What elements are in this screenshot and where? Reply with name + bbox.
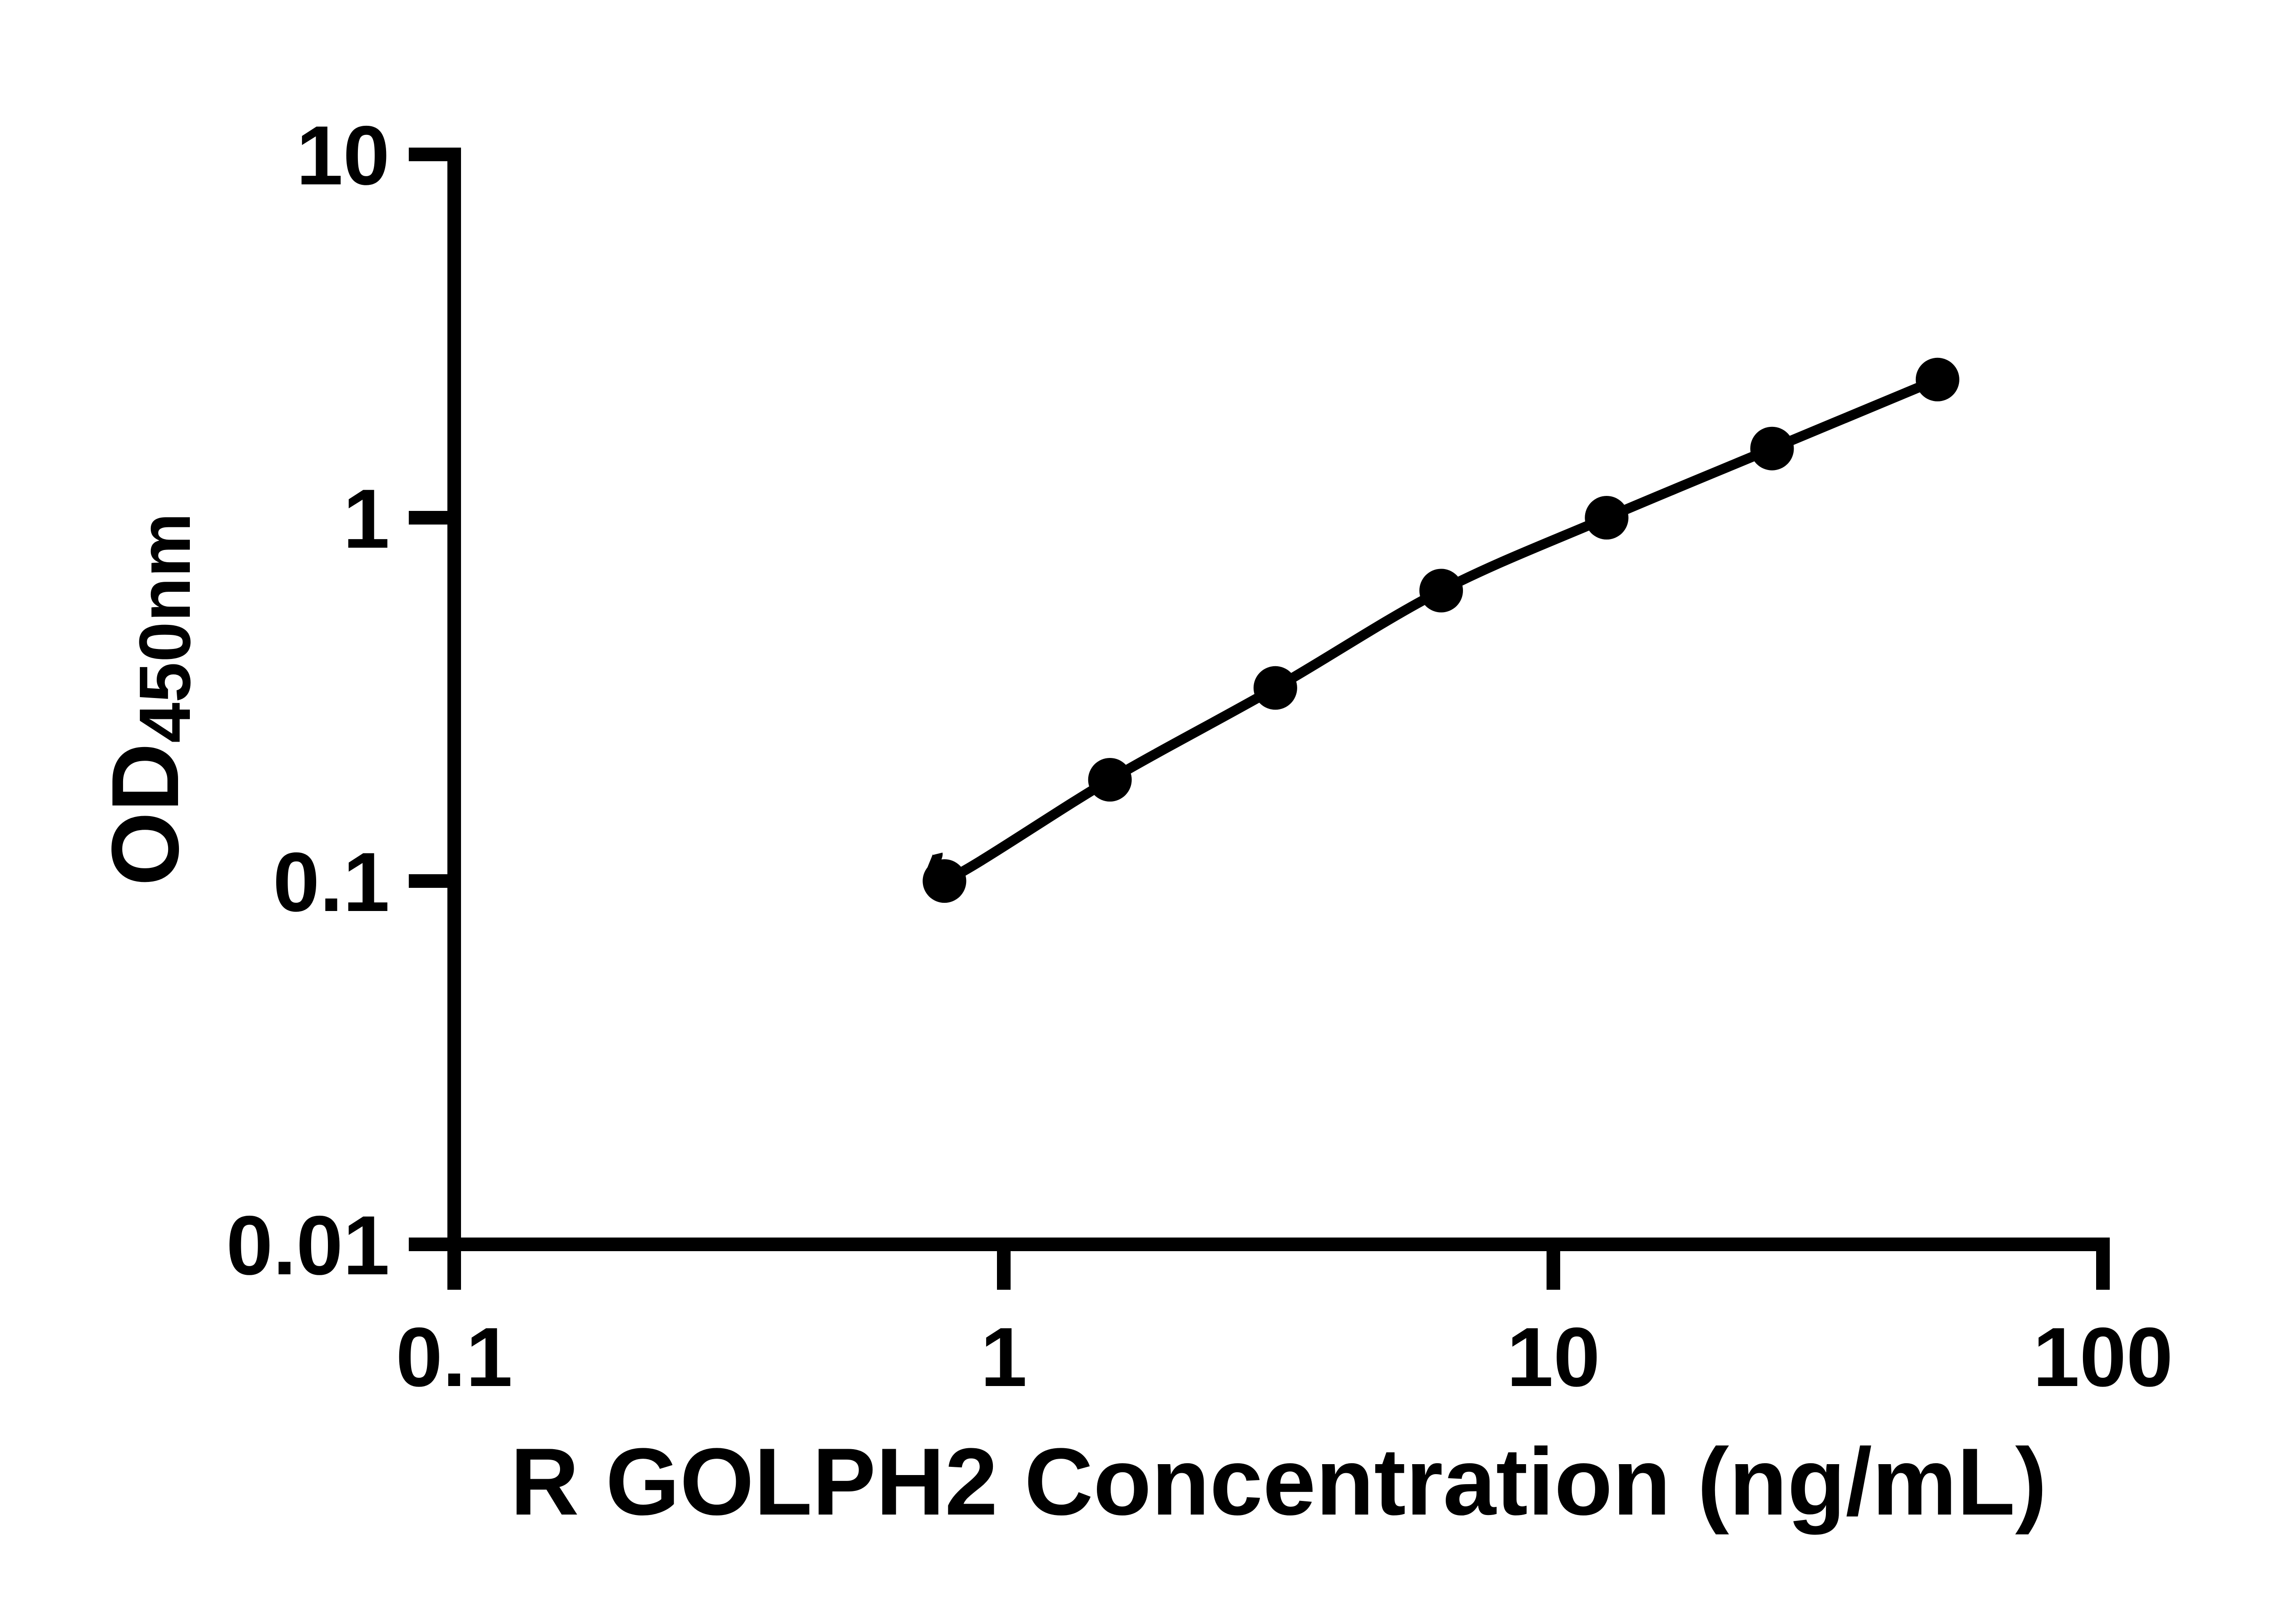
y-axis-title-subscript: 450nm	[124, 513, 205, 743]
x-axis-tick-label: 10	[1507, 1311, 1600, 1404]
x-axis-ticks	[447, 1244, 2110, 1290]
y-axis-title-main: OD	[92, 743, 198, 886]
data-point-marker	[1419, 569, 1463, 613]
data-points	[922, 357, 1959, 903]
y-axis: 0.01 0.1 1 10	[226, 109, 461, 1292]
data-point-marker	[1088, 758, 1132, 802]
data-point-marker	[1915, 357, 1959, 401]
y-axis-tick-label: 0.01	[226, 1199, 390, 1292]
y-axis-tick-labels: 0.01 0.1 1 10	[226, 109, 390, 1292]
x-axis-title: R GOLPH2 Concentration (ng/mL)	[510, 1428, 2047, 1535]
data-point-marker	[1253, 666, 1297, 710]
y-axis-tick-label: 10	[296, 109, 390, 203]
x-axis-tick-label: 1	[981, 1311, 1027, 1404]
y-axis-tick-label: 0.1	[273, 836, 390, 929]
x-axis: 0.1 1 10 100	[396, 1238, 2173, 1404]
y-axis-title: OD450nm	[92, 513, 205, 886]
data-point-marker	[1750, 426, 1794, 470]
data-point-marker	[1585, 496, 1629, 540]
x-axis-tick-label: 0.1	[396, 1311, 512, 1404]
y-axis-tick-label: 1	[343, 472, 390, 566]
x-axis-tick-label: 100	[2033, 1311, 2173, 1404]
y-axis-ticks	[409, 148, 454, 1251]
x-axis-tick-labels: 0.1 1 10 100	[396, 1311, 2173, 1404]
data-point-marker	[922, 859, 967, 903]
